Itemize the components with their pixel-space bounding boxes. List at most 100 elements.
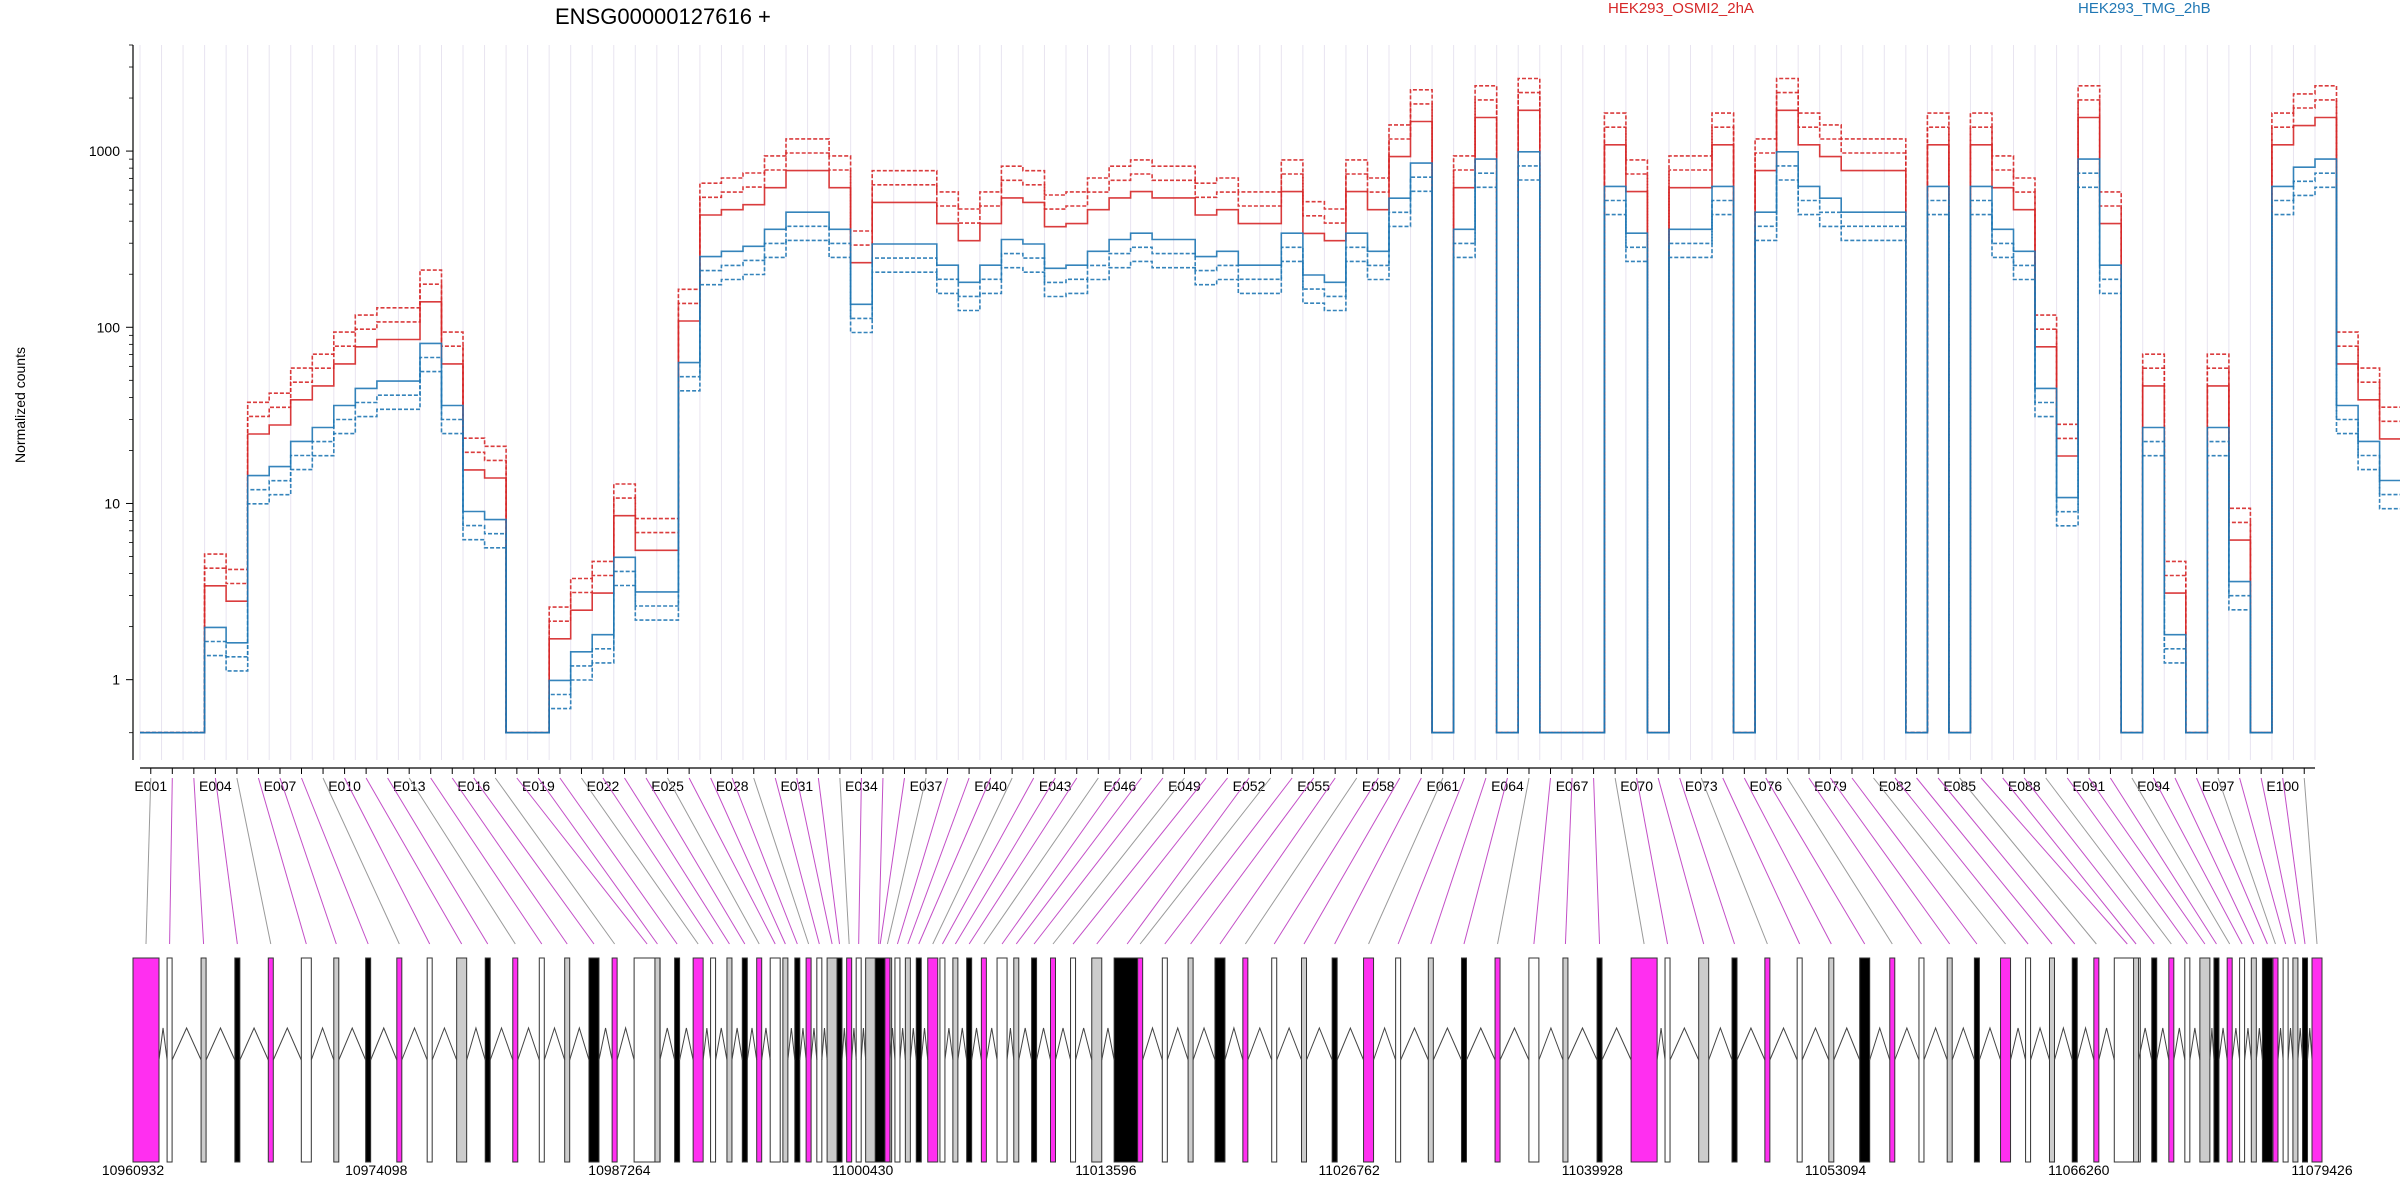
exon-box	[1070, 957, 1077, 1163]
exon-connector	[1001, 777, 1121, 945]
exon-connector	[968, 777, 1078, 945]
intron-line	[338, 1026, 367, 1061]
exon-box	[1460, 957, 1467, 1163]
exon-connector	[1743, 777, 1832, 945]
exon-connector	[1139, 777, 1271, 945]
exon-connector	[301, 777, 369, 945]
exon-connector	[753, 777, 810, 945]
exon-box	[692, 957, 704, 1163]
exon-connector	[645, 777, 746, 945]
exon-connector	[1463, 777, 1508, 945]
legend-entry-sample-b: HEK293_TMG_2hB	[2078, 0, 2211, 17]
exon-tick-label: E028	[716, 778, 749, 794]
exon-connector	[817, 777, 841, 945]
exon-box	[980, 957, 987, 1163]
exon-connector-lines	[145, 777, 2318, 945]
exon-connector	[2174, 777, 2255, 945]
intron-line	[799, 1027, 807, 1061]
exon-box	[915, 957, 922, 1163]
exon-connector	[1786, 777, 1893, 945]
exon-connector	[169, 777, 173, 945]
intron-line	[2010, 1027, 2027, 1061]
exon-connector	[1219, 777, 1336, 945]
coordinate-tick-label: 11039928	[1562, 1162, 1623, 1178]
intron-line	[1075, 1027, 1093, 1061]
exon-connector	[1808, 777, 1922, 945]
exon-connector	[2066, 777, 2188, 945]
intron-line	[851, 1027, 857, 1061]
series-line-a	[140, 77, 2400, 734]
exon-connector	[932, 777, 1013, 945]
intron-line	[1833, 1026, 1861, 1061]
exon-box	[674, 957, 681, 1163]
exon-box	[456, 957, 468, 1163]
exon-box	[816, 957, 823, 1163]
intron-line	[2030, 1026, 2050, 1061]
exon-connector	[602, 777, 714, 945]
exon-connector	[1190, 777, 1315, 945]
intron-line	[1306, 1026, 1333, 1061]
exon-box	[2213, 957, 2220, 1163]
exon-connector	[279, 777, 337, 945]
intron-line	[715, 1027, 728, 1061]
intron-line	[1567, 1026, 1598, 1061]
exon-box	[846, 957, 853, 1163]
genomic-coordinate-axis: 10960932 10974098 10987264 11000430 11013596…	[102, 1162, 2353, 1178]
intron-line	[543, 1026, 566, 1061]
exon-box	[952, 957, 959, 1163]
exon-connector	[774, 777, 820, 945]
intron-line	[2244, 1027, 2252, 1061]
exon-tick-label: E088	[2008, 778, 2041, 794]
exon-connector	[1765, 777, 1866, 945]
exon-box	[2282, 957, 2289, 1163]
exon-tick-label: E010	[328, 778, 361, 794]
intron-line	[787, 1027, 796, 1061]
exon-box	[1031, 957, 1038, 1163]
exon-box	[741, 957, 748, 1163]
vertical-grid	[139, 45, 2316, 760]
exon-box	[756, 957, 763, 1163]
intron-line	[1166, 1026, 1189, 1061]
y-tick-label: 1	[112, 672, 120, 688]
exon-connector	[1937, 777, 2076, 945]
exon-box	[966, 957, 973, 1163]
series-line-a	[140, 91, 2400, 734]
gene-model-track	[132, 957, 2323, 1163]
exon-box	[1271, 957, 1278, 1163]
intron-line	[1708, 1026, 1733, 1061]
exon-connector	[408, 777, 516, 945]
intron-line	[659, 1027, 676, 1061]
exon-connector	[2303, 777, 2318, 945]
exon-box	[2151, 957, 2158, 1163]
exon-connector	[1593, 777, 1601, 945]
exon-box	[2311, 957, 2323, 1163]
coordinate-tick-label: 10987264	[588, 1162, 651, 1178]
exon-connector	[688, 777, 776, 945]
exon-connector	[1564, 777, 1573, 945]
intron-line	[1101, 1027, 1115, 1061]
exon-tick-label: E055	[1297, 778, 1330, 794]
exon-connector	[1273, 777, 1379, 945]
exon-box	[1973, 957, 1980, 1163]
exon-box	[1889, 957, 1896, 1163]
y-tick-label: 10	[104, 495, 120, 511]
exon-box	[894, 957, 901, 1163]
intron-line	[2076, 1026, 2095, 1061]
exon-connector	[2088, 777, 2206, 945]
intron-line	[1224, 1026, 1244, 1061]
exon-connector	[387, 777, 489, 945]
exon-box	[1596, 957, 1603, 1163]
exon-connector	[1916, 777, 2053, 945]
exon-box	[884, 957, 891, 1163]
exon-box	[1363, 957, 1375, 1163]
exon-box	[1331, 957, 1338, 1163]
exon-tick-label: E058	[1362, 778, 1395, 794]
exon-connector	[1096, 777, 1228, 945]
exon-connector	[2131, 777, 2231, 945]
exon-box	[2302, 957, 2309, 1163]
intron-line	[1538, 1026, 1564, 1061]
series-line-b	[140, 165, 2400, 734]
exon-box	[939, 957, 946, 1163]
intron-line	[679, 1027, 694, 1061]
intron-line	[272, 1026, 302, 1061]
